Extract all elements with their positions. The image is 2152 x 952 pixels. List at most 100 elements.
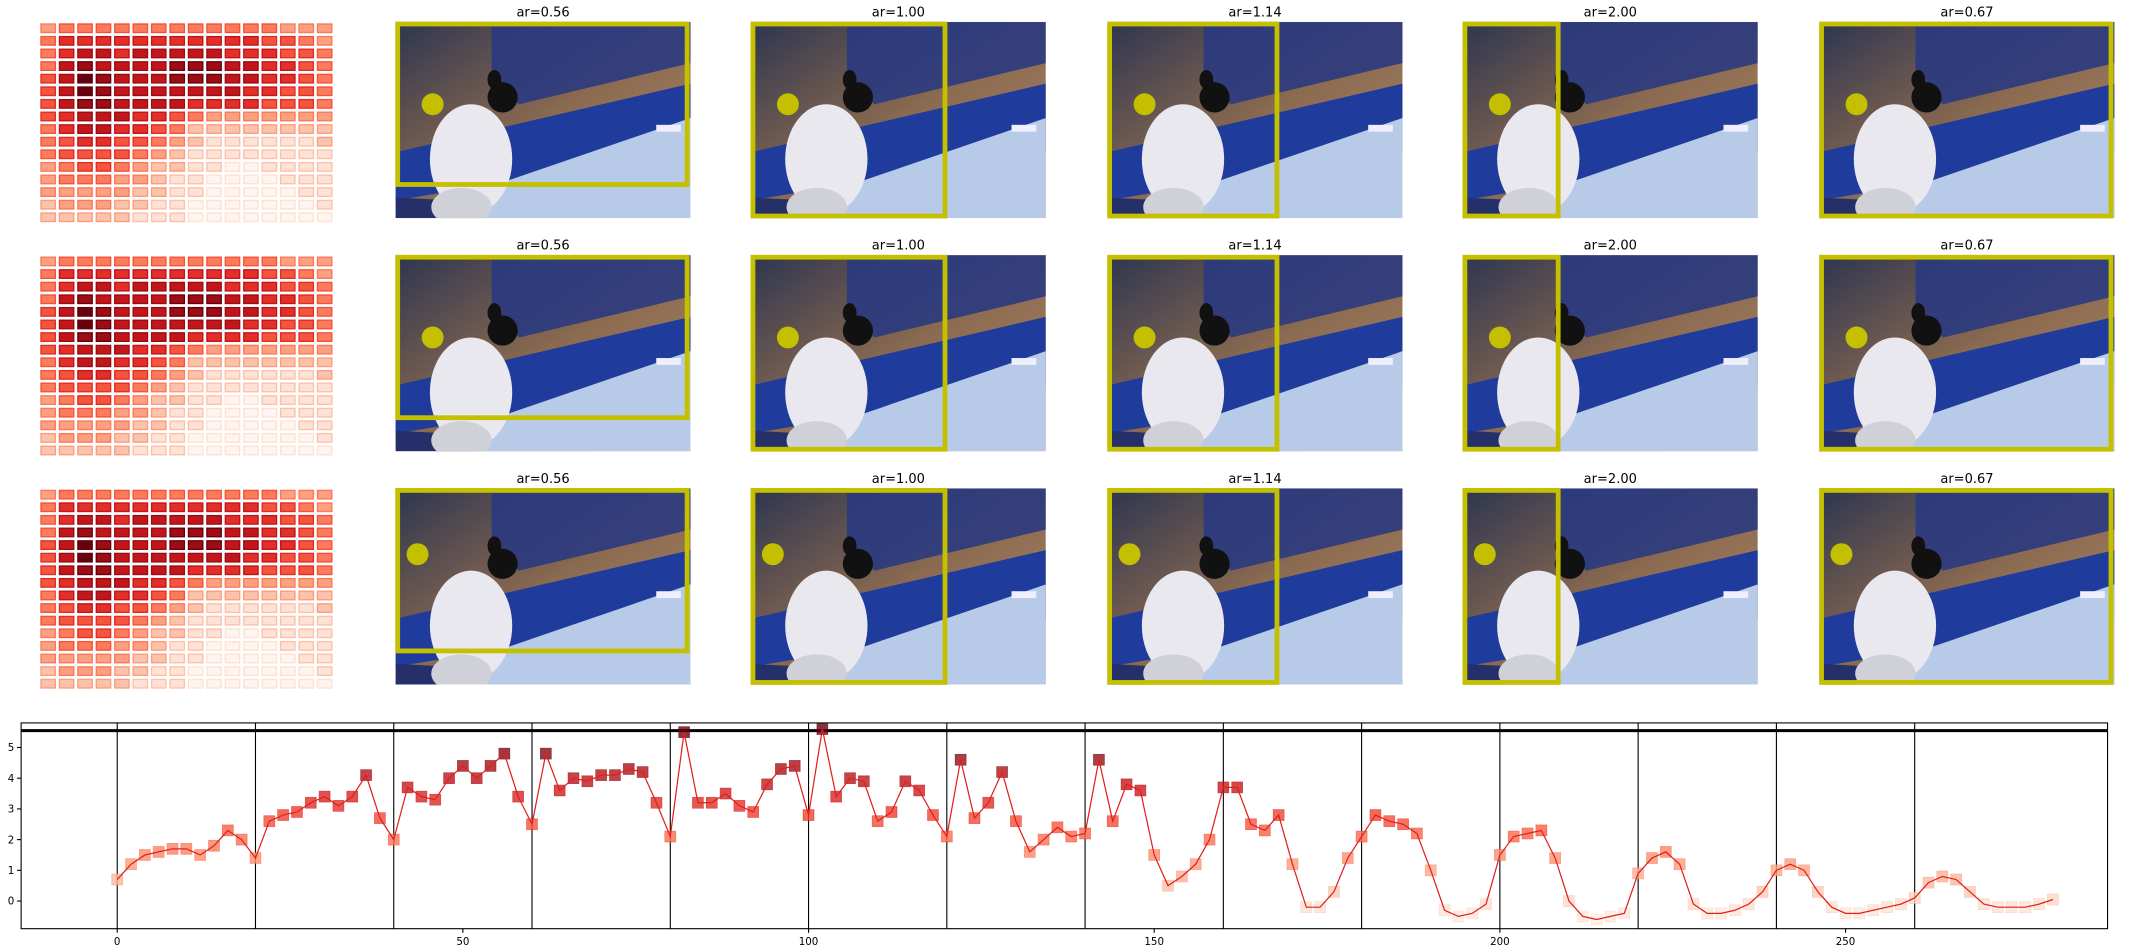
heatmap-cell <box>114 540 130 550</box>
heatmap-cell <box>95 294 112 305</box>
heatmap-cell <box>316 344 333 355</box>
heatmap-cell <box>150 344 167 355</box>
heatmap-cell <box>77 395 93 406</box>
heatmap-cell <box>150 603 167 614</box>
heatmap-cell <box>77 124 93 135</box>
heatmap-cell <box>298 35 315 46</box>
heatmap-cell <box>95 640 112 651</box>
heatmap-cell <box>316 23 333 34</box>
heatmap-cell <box>279 514 296 525</box>
heatmap-cell <box>279 48 296 59</box>
heatmap-cell <box>132 111 149 122</box>
heatmap-cell <box>298 615 315 626</box>
heatmap-cell <box>77 61 93 71</box>
heatmap-cell <box>261 432 278 443</box>
heatmap-cell <box>58 628 75 639</box>
heatmap-cell <box>261 306 278 317</box>
heatmap-cell <box>316 445 333 456</box>
heatmap-cell <box>187 577 204 588</box>
heatmap-cell <box>224 357 241 368</box>
heatmap-cell <box>95 136 112 147</box>
panel-title: ar=0.67 <box>1940 239 1993 254</box>
heatmap-cell <box>298 369 315 380</box>
heatmap-cell <box>298 187 315 198</box>
heatmap-cell <box>77 269 93 279</box>
heatmap-cell <box>132 174 149 185</box>
heatmap-cell <box>40 590 57 601</box>
heatmap-cell <box>261 577 278 588</box>
heatmap-cell <box>77 86 93 97</box>
heatmap-cell <box>58 98 75 109</box>
heatmap-cell <box>114 256 130 267</box>
heatmap-cell <box>206 540 222 550</box>
heatmap-cell <box>224 332 241 342</box>
heatmap-cell <box>40 73 57 84</box>
heatmap-cell <box>224 256 241 267</box>
heatmap-cell <box>58 136 75 147</box>
heatmap-cell <box>261 369 278 380</box>
heatmap-cell <box>132 432 149 443</box>
heatmap-cell <box>40 344 57 355</box>
heatmap-cell <box>150 514 167 525</box>
photo <box>751 488 1046 692</box>
heatmap-cell <box>316 61 333 71</box>
heatmap-cell <box>58 382 75 393</box>
heatmap-cell <box>77 666 93 677</box>
heatmap-cell <box>114 552 130 563</box>
panel-title: ar=2.00 <box>1584 472 1637 487</box>
heatmap-cell <box>77 357 93 368</box>
heatmap-cell <box>150 212 167 223</box>
photo <box>1819 255 2114 459</box>
heatmap-cell <box>95 319 112 330</box>
crop-box <box>1819 254 2114 452</box>
heatmap-cell <box>77 174 93 185</box>
heatmap <box>40 256 333 456</box>
heatmap-cell <box>77 552 93 563</box>
heatmap-cell <box>316 420 333 431</box>
heatmap-cell <box>95 61 112 71</box>
heatmap-cell <box>279 590 296 601</box>
heatmap-cell <box>150 432 167 443</box>
point-marker <box>1488 93 1511 116</box>
heatmap-cell <box>298 48 315 59</box>
heatmap-cell <box>114 407 130 418</box>
heatmap-cell <box>316 111 333 122</box>
heatmap-cell <box>169 590 186 601</box>
heatmap-cell <box>243 540 259 550</box>
heatmap-cell <box>77 369 93 380</box>
heatmap-cell <box>187 666 204 677</box>
heatmap-cell <box>298 199 315 210</box>
heatmap-cell <box>132 628 149 639</box>
heatmap-cell <box>58 281 75 292</box>
heatmap-cell <box>77 603 93 614</box>
heatmap-cell <box>40 369 57 380</box>
heatmap-cell <box>298 111 315 122</box>
heatmap-cell <box>169 445 186 456</box>
heatmap-cell <box>77 136 93 147</box>
heatmap-cell <box>169 678 186 689</box>
heatmap-cell <box>150 281 167 292</box>
heatmap-cell <box>261 111 278 122</box>
heatmap-cell <box>316 35 333 46</box>
heatmap-cell <box>95 357 112 368</box>
heatmap-cell <box>169 577 186 588</box>
heatmap-cell <box>114 23 130 34</box>
heatmap-cell <box>316 174 333 185</box>
heatmap-cell <box>261 73 278 84</box>
heatmap-cell <box>77 445 93 456</box>
heatmap-cell <box>114 149 130 160</box>
heatmap-cell <box>132 35 149 46</box>
heatmap-cell <box>206 161 222 172</box>
heatmap-cell <box>187 527 204 538</box>
heatmap-cell <box>132 256 149 267</box>
heatmap-cell <box>187 161 204 172</box>
heatmap-cell <box>243 678 259 689</box>
heatmap-cell <box>206 256 222 267</box>
heatmap-cell <box>279 73 296 84</box>
heatmap-cell <box>40 577 57 588</box>
heatmap-cell <box>114 357 130 368</box>
heatmap-cell <box>243 653 259 664</box>
heatmap-cell <box>95 369 112 380</box>
heatmap-cell <box>261 514 278 525</box>
heatmap-cell <box>132 502 149 513</box>
